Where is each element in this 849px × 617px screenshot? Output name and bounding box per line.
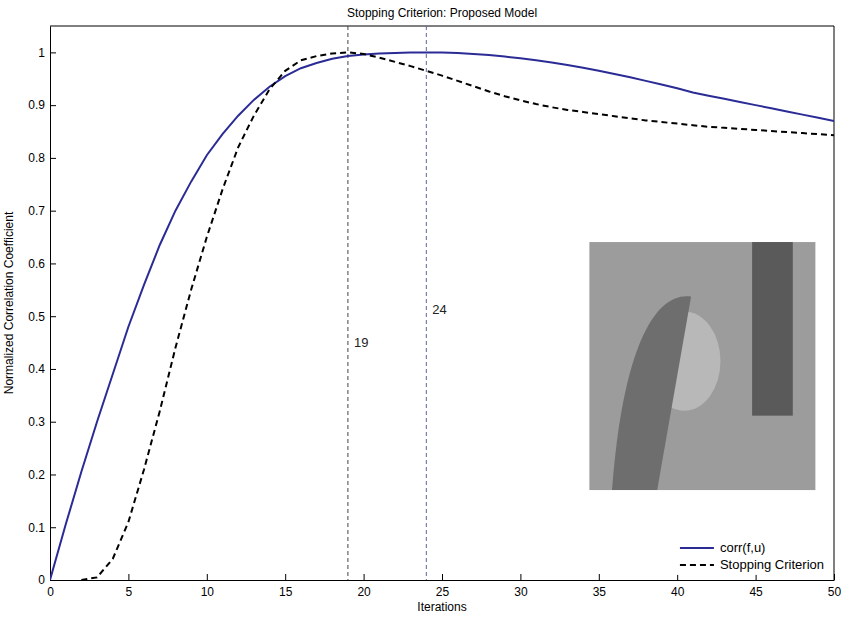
- tick: 25: [436, 574, 450, 599]
- tick-mark: [207, 574, 208, 580]
- tick-mark: [50, 422, 56, 423]
- legend-background: [676, 537, 828, 575]
- y-axis: 0 0.1 0.2 0.3 0.4 0.5 0.6 0.7 0.8 0.9 1: [28, 27, 56, 588]
- series-line: [50, 52, 834, 580]
- tick-label: 0: [38, 573, 45, 587]
- tick-mark: [50, 158, 56, 159]
- legend-swatch: [680, 564, 714, 566]
- tick: 0: [38, 573, 56, 587]
- tick-label: 0.2: [28, 468, 45, 482]
- tick-mark: [50, 527, 56, 528]
- chart: 0510152025303540455000.10.20.30.40.50.60…: [0, 0, 849, 617]
- reference-line: [347, 26, 348, 580]
- tick-label: 45: [749, 585, 763, 599]
- tick: 20: [357, 574, 371, 599]
- tick: 0.7: [28, 204, 56, 218]
- tick-label: 15: [279, 585, 293, 599]
- tick: 0.2: [28, 468, 56, 482]
- tick-mark: [364, 574, 365, 580]
- tick: 50: [828, 574, 842, 599]
- inset-background: [589, 242, 815, 490]
- legend-label: Stopping Criterion: [720, 557, 824, 572]
- tick-label: 0.7: [28, 204, 45, 218]
- tick: 0.5: [28, 310, 56, 324]
- inset-image: [589, 242, 815, 490]
- reference-label: 19: [354, 335, 368, 350]
- tick: 35: [593, 574, 607, 599]
- tick-mark: [50, 580, 56, 581]
- tick-label: 30: [514, 585, 528, 599]
- tick-label: 25: [436, 585, 450, 599]
- tick: 0.1: [28, 521, 56, 535]
- x-axis-title: Iterations: [417, 600, 466, 614]
- legend-item: corr(f,u): [680, 540, 766, 555]
- title: Stopping Criterion: Proposed Model: [347, 6, 537, 20]
- tick-mark: [50, 316, 56, 317]
- tick: 0.4: [28, 362, 56, 376]
- plot-marks: [50, 26, 834, 580]
- tick-mark: [50, 369, 56, 370]
- reference-label: 24: [432, 302, 446, 317]
- tick-mark: [442, 574, 443, 580]
- tick-mark: [285, 574, 286, 580]
- tick-label: 0.6: [28, 257, 45, 271]
- reference-line: [426, 26, 427, 580]
- tick-label: 1: [38, 46, 45, 60]
- axis-line: [50, 27, 51, 581]
- tick-label: 0.8: [28, 151, 45, 165]
- tick: 0.9: [28, 98, 56, 112]
- tick-label: 5: [126, 585, 133, 599]
- tick-mark: [50, 263, 56, 264]
- legend-label: corr(f,u): [720, 540, 766, 555]
- series-line: [81, 52, 834, 580]
- axis-line: [51, 580, 835, 581]
- tick: 5: [126, 574, 133, 599]
- tick-mark: [50, 105, 56, 106]
- tick-label: 35: [593, 585, 607, 599]
- tick-label: 10: [201, 585, 215, 599]
- tick-mark: [128, 574, 129, 580]
- tick-label: 0.1: [28, 521, 45, 535]
- y-axis-title: Normalized Correlation Coefficient: [2, 211, 16, 394]
- tick-label: 50: [828, 585, 842, 599]
- plot-area: [50, 26, 834, 580]
- tick: 30: [514, 574, 528, 599]
- frame: [50, 26, 834, 27]
- tick: 0.3: [28, 415, 56, 429]
- tick-label: 0.4: [28, 362, 45, 376]
- tick-label: 0: [47, 585, 54, 599]
- inset-shade: [752, 242, 793, 416]
- tick-label: 0.3: [28, 415, 45, 429]
- tick: 45: [749, 574, 763, 599]
- tick: 15: [279, 574, 293, 599]
- inset-shape: [612, 296, 691, 490]
- tick-label: 20: [357, 585, 371, 599]
- tick-mark: [599, 574, 600, 580]
- tick-label: 0.9: [28, 98, 45, 112]
- legend-item: Stopping Criterion: [680, 557, 824, 572]
- legend-swatch: [680, 547, 714, 549]
- tick-mark: [520, 574, 521, 580]
- tick: 40: [671, 574, 685, 599]
- legend: corr(f,u) Stopping Criterion: [676, 537, 828, 575]
- tick: 0.8: [28, 151, 56, 165]
- tick: 10: [201, 574, 215, 599]
- tick-mark: [50, 211, 56, 212]
- frame: [834, 26, 835, 580]
- x-axis: 0 5 10 15 20 25 30 35 40 45 50: [47, 574, 841, 599]
- tick: 0.6: [28, 257, 56, 271]
- tick-label: 40: [671, 585, 685, 599]
- tick: 1: [38, 46, 56, 60]
- tick-label: 0.5: [28, 310, 45, 324]
- tick-mark: [50, 474, 56, 475]
- tick-mark: [50, 52, 56, 53]
